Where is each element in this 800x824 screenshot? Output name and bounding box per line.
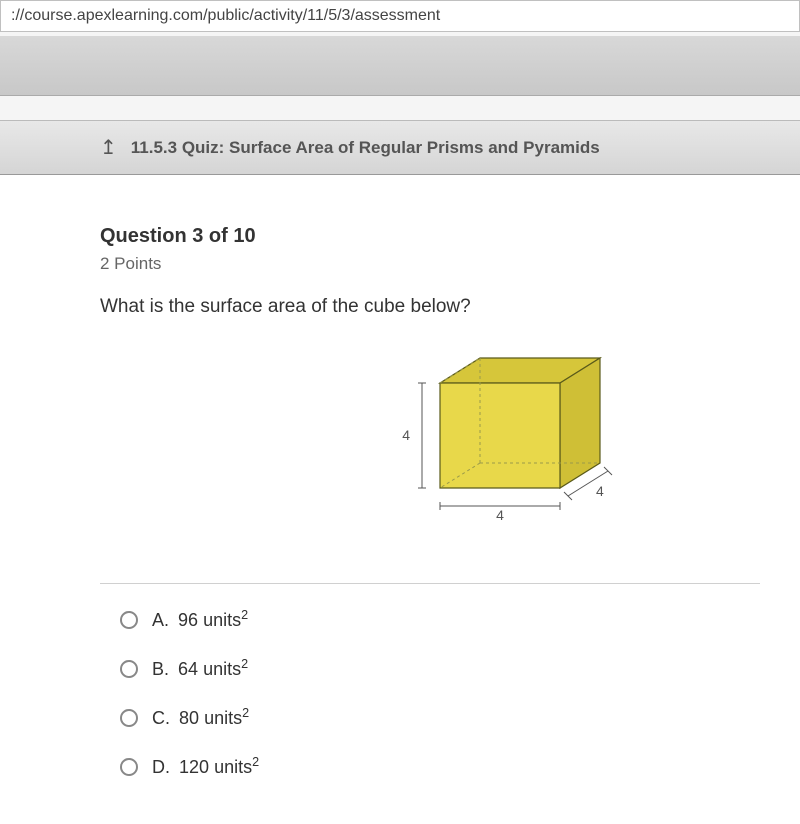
dim-label-depth: 4 bbox=[596, 483, 604, 499]
answer-unit: units bbox=[203, 610, 241, 630]
cube-front-face bbox=[440, 383, 560, 488]
divider bbox=[100, 583, 760, 584]
answer-letter: A. bbox=[152, 610, 169, 630]
answer-value: 80 bbox=[179, 708, 199, 728]
answer-letter: B. bbox=[152, 659, 169, 679]
answer-unit: units bbox=[214, 757, 252, 777]
answer-text: A. 96 units2 bbox=[152, 608, 248, 631]
answer-option-c[interactable]: C. 80 units2 bbox=[120, 706, 760, 729]
answer-option-d[interactable]: D. 120 units2 bbox=[120, 755, 760, 778]
dim-label-height: 4 bbox=[402, 427, 410, 443]
url-bar[interactable]: ://course.apexlearning.com/public/activi… bbox=[0, 0, 800, 32]
dim-label-width: 4 bbox=[496, 507, 504, 523]
answer-letter: D. bbox=[152, 757, 170, 777]
radio-icon[interactable] bbox=[120, 611, 138, 629]
answer-text: C. 80 units2 bbox=[152, 706, 249, 729]
cube-svg: 4 4 4 bbox=[360, 348, 620, 548]
quiz-title: 11.5.3 Quiz: Surface Area of Regular Pri… bbox=[131, 138, 600, 158]
answer-exp: 2 bbox=[241, 608, 248, 622]
answer-value: 96 bbox=[178, 610, 198, 630]
answer-value: 64 bbox=[178, 659, 198, 679]
question-number: Question 3 of 10 bbox=[100, 225, 760, 248]
answer-list: A. 96 units2 B. 64 units2 C. 80 units2 bbox=[100, 608, 760, 778]
question-points: 2 Points bbox=[100, 254, 760, 274]
question-text: What is the surface area of the cube bel… bbox=[100, 296, 760, 318]
back-arrow-icon[interactable]: ↥ bbox=[100, 135, 117, 160]
answer-value: 120 bbox=[179, 757, 209, 777]
radio-icon[interactable] bbox=[120, 758, 138, 776]
answer-option-a[interactable]: A. 96 units2 bbox=[120, 608, 760, 631]
answer-letter: C. bbox=[152, 708, 170, 728]
answer-exp: 2 bbox=[242, 706, 249, 720]
answer-option-b[interactable]: B. 64 units2 bbox=[120, 657, 760, 680]
answer-text: D. 120 units2 bbox=[152, 755, 259, 778]
answer-exp: 2 bbox=[252, 755, 259, 769]
answer-exp: 2 bbox=[241, 657, 248, 671]
radio-icon[interactable] bbox=[120, 709, 138, 727]
quiz-header: ↥ 11.5.3 Quiz: Surface Area of Regular P… bbox=[0, 120, 800, 175]
radio-icon[interactable] bbox=[120, 660, 138, 678]
content-area: Question 3 of 10 2 Points What is the su… bbox=[0, 175, 800, 824]
answer-text: B. 64 units2 bbox=[152, 657, 248, 680]
answer-unit: units bbox=[203, 659, 241, 679]
answer-unit: units bbox=[204, 708, 242, 728]
cube-figure: 4 4 4 bbox=[220, 348, 760, 553]
url-text: ://course.apexlearning.com/public/activi… bbox=[11, 7, 440, 24]
browser-chrome-strip bbox=[0, 36, 800, 96]
